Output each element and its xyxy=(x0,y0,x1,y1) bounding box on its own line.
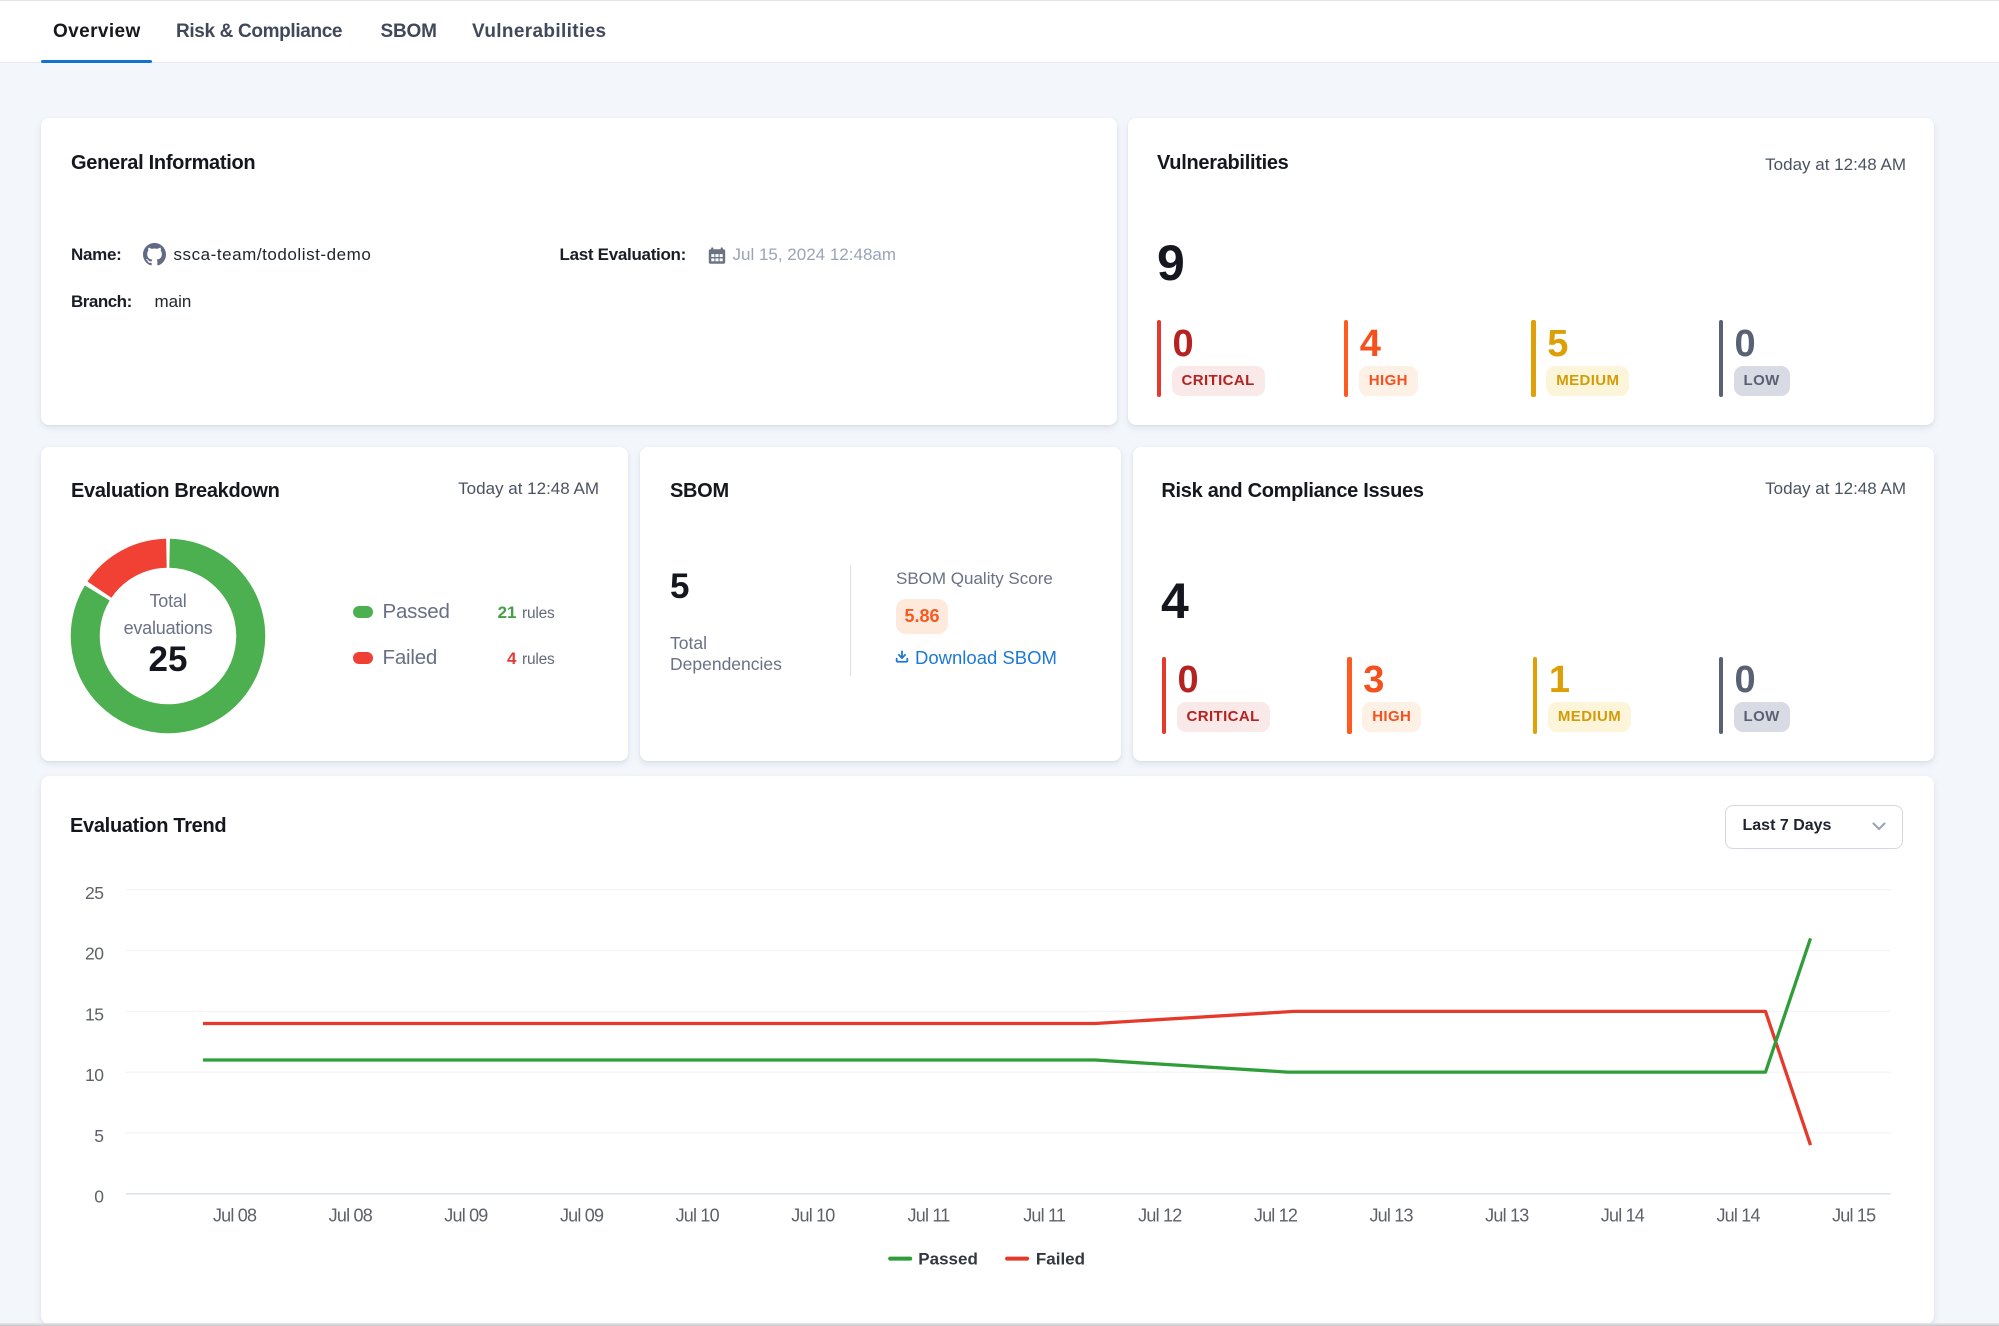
svg-text:5: 5 xyxy=(94,1126,103,1146)
svg-text:Jul 10: Jul 10 xyxy=(791,1205,835,1225)
svg-text:Jul 09: Jul 09 xyxy=(559,1205,603,1225)
svg-text:Jul 11: Jul 11 xyxy=(907,1205,950,1225)
svg-text:Jul 09: Jul 09 xyxy=(444,1205,488,1225)
svg-text:Jul 12: Jul 12 xyxy=(1253,1205,1297,1225)
svg-text:Jul 14: Jul 14 xyxy=(1600,1205,1644,1225)
svg-text:Jul 12: Jul 12 xyxy=(1138,1205,1182,1225)
svg-text:Jul 13: Jul 13 xyxy=(1369,1205,1413,1225)
svg-text:Failed: Failed xyxy=(1035,1249,1084,1268)
svg-text:10: 10 xyxy=(85,1065,104,1085)
svg-text:15: 15 xyxy=(85,1004,103,1024)
svg-text:Passed: Passed xyxy=(918,1249,978,1268)
svg-text:Jul 11: Jul 11 xyxy=(1023,1205,1066,1225)
svg-text:Jul 08: Jul 08 xyxy=(212,1205,256,1225)
svg-text:Jul 10: Jul 10 xyxy=(675,1205,719,1225)
svg-text:Jul 15: Jul 15 xyxy=(1832,1205,1876,1225)
svg-text:0: 0 xyxy=(94,1186,104,1206)
svg-text:25: 25 xyxy=(85,882,103,902)
svg-text:Jul 08: Jul 08 xyxy=(328,1205,372,1225)
svg-text:Jul 13: Jul 13 xyxy=(1485,1205,1529,1225)
svg-text:20: 20 xyxy=(85,943,104,963)
svg-text:Jul 14: Jul 14 xyxy=(1716,1205,1760,1225)
